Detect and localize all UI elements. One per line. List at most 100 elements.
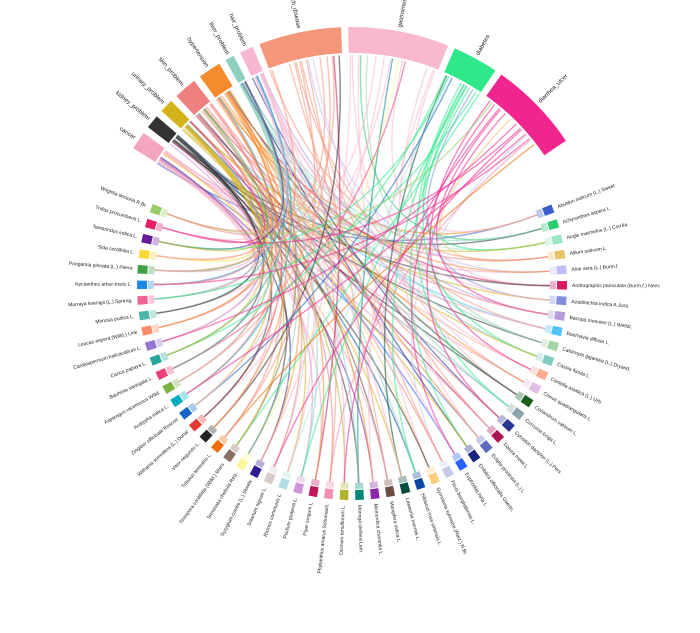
plant-band	[268, 465, 279, 475]
plant-arc	[278, 477, 290, 490]
plant-band	[540, 338, 549, 348]
disease-label: cancer	[118, 126, 136, 141]
chord	[213, 92, 287, 428]
plant-arc	[188, 418, 202, 432]
chord	[169, 143, 314, 477]
plant-arc	[554, 249, 566, 260]
plant-label: Allium sativum L.	[569, 246, 607, 257]
chord	[172, 83, 284, 370]
plant-arc	[141, 233, 153, 245]
plant-band	[535, 352, 544, 362]
plant-label: Ocimum tenuiflorum L.	[339, 505, 347, 555]
chord	[247, 59, 400, 455]
plant-arc	[467, 449, 481, 463]
plant-band	[197, 414, 208, 425]
chord	[260, 55, 352, 462]
plant-arc	[144, 339, 157, 351]
plant-band	[148, 295, 155, 304]
plant-arc	[136, 280, 148, 290]
plant-label: Psidium guajava L.	[282, 497, 299, 539]
plant-band	[496, 414, 507, 425]
chord	[357, 58, 394, 483]
plant-band	[547, 251, 555, 261]
plant-band	[549, 281, 557, 290]
plant-arc	[554, 311, 566, 321]
chord	[410, 134, 528, 462]
plant-band	[165, 365, 175, 376]
plant-arc	[520, 394, 534, 408]
plant-band	[151, 324, 160, 334]
chord	[162, 153, 546, 330]
disease-label: skin_problem	[157, 56, 185, 87]
chord	[224, 144, 535, 438]
chord	[156, 56, 377, 260]
plant-label: Cynodon dactylon (L.) Pers.	[513, 430, 563, 476]
chord	[156, 152, 257, 262]
plant-label: Solanum nigrum L.	[246, 486, 268, 527]
chord	[398, 67, 479, 439]
chord	[186, 103, 277, 395]
plant-label: Cassia fistula L.	[556, 362, 591, 380]
disease-arc	[199, 63, 233, 98]
plant-arc	[141, 325, 153, 336]
chord	[368, 69, 434, 482]
plant-arc	[211, 439, 224, 453]
chords	[153, 54, 551, 483]
plant-arc	[179, 406, 193, 420]
plant-band	[514, 391, 525, 402]
plant-band	[149, 309, 157, 319]
plant-arc	[293, 482, 304, 495]
plant-label: Tridax procumbens L.	[94, 205, 142, 225]
plant-band	[425, 465, 436, 475]
plant-band	[463, 443, 474, 454]
plant-band	[155, 338, 164, 348]
disease-label: urinary_problem	[130, 71, 165, 105]
plant-label: Pongamia pinnata (L.) Pierre	[69, 261, 133, 272]
chord	[166, 110, 270, 236]
plant-band	[383, 478, 393, 487]
plant-arc	[428, 472, 440, 485]
chord	[300, 60, 490, 429]
plant-label: Mangifera indica L.	[388, 501, 401, 544]
plant-label: Mimosa pudica L.	[95, 314, 135, 326]
plant-band	[148, 280, 155, 289]
plant-band	[506, 403, 516, 414]
disease-arc	[348, 27, 449, 70]
chord	[154, 55, 335, 272]
plant-band	[325, 481, 335, 489]
plant-arc	[547, 219, 560, 231]
disease-label: liver_problem	[207, 22, 229, 57]
disease-label: gastrointestinal	[397, 0, 410, 28]
plant-arc	[551, 234, 563, 245]
plant-arc	[528, 381, 542, 395]
plant-band	[535, 208, 545, 219]
disease-label: kidney_problem	[114, 90, 151, 121]
chord	[243, 81, 542, 242]
plant-label: Piper longum L.	[302, 501, 314, 537]
chord	[343, 107, 500, 483]
chord	[422, 85, 537, 357]
plant-arc	[263, 471, 276, 485]
plant-arc	[149, 204, 163, 216]
chord	[312, 58, 525, 384]
plant-arc	[170, 394, 184, 408]
plant-band	[155, 222, 164, 232]
plant-label: Hibiscus rosa-sinensis L.	[419, 493, 442, 547]
plant-arc	[491, 429, 505, 443]
plant-band	[451, 452, 462, 462]
chord	[159, 158, 479, 439]
disease-label: diabetes	[475, 34, 491, 57]
plant-label: Aloe vera (L.) Burm.f.	[571, 264, 619, 273]
plant-label: Bacopa monnieri (L.) Wettst.	[569, 315, 632, 330]
disease-arc	[161, 100, 190, 129]
chord	[329, 139, 531, 482]
plant-band	[544, 324, 552, 334]
plant-band	[549, 266, 556, 275]
plant-label: Moringa oleifera Lam.	[356, 505, 364, 554]
plant-band	[544, 236, 553, 247]
plant-arc	[138, 249, 150, 260]
chord	[429, 100, 532, 371]
plant-band	[398, 475, 408, 484]
plant-arc	[236, 457, 249, 471]
